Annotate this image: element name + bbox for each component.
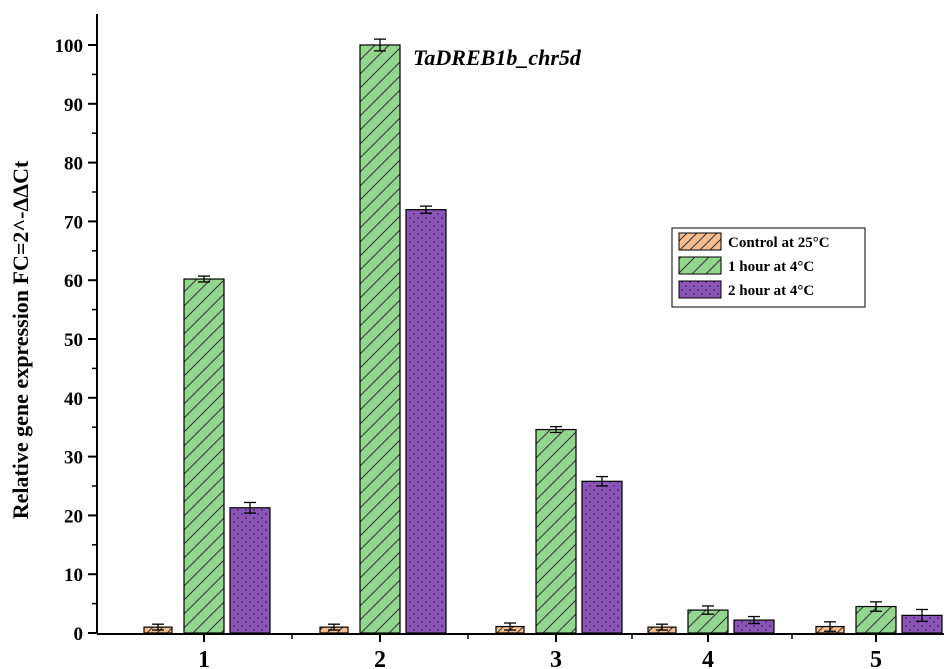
error-bars-layer (152, 38, 928, 632)
legend-swatch (678, 232, 722, 251)
legend-label: 2 hour at 4°C (728, 283, 814, 299)
bar (359, 44, 401, 634)
bar (535, 428, 577, 634)
legend-swatch (678, 256, 722, 275)
y-tick-label: 40 (64, 389, 83, 410)
y-ticks: 0 10 20 30 40 50 60 70 80 90 100 (55, 36, 97, 645)
y-tick-label: 10 (64, 565, 83, 586)
x-tick-label: 1 (198, 647, 210, 669)
bars-layer (143, 44, 943, 634)
y-tick-label: 0 (74, 624, 84, 645)
chart-title: TaDREB1b_chr5d (413, 45, 582, 70)
y-tick-label: 100 (55, 36, 84, 57)
legend-swatch (678, 280, 722, 299)
x-ticks: 1 2 3 4 5 (198, 634, 882, 669)
x-tick-label: 2 (374, 647, 386, 669)
y-tick-label: 80 (64, 154, 83, 175)
y-tick-label: 60 (64, 271, 83, 292)
y-tick-label: 50 (64, 330, 83, 351)
y-tick-label: 70 (64, 212, 83, 233)
legend-label: Control at 25°C (728, 235, 830, 251)
legend: Control at 25°C 1 hour at 4°C 2 hour at 4°… (671, 227, 866, 308)
y-axis-label: Relative gene expression FC=2^-ΔΔCt (8, 160, 33, 519)
y-tick-label: 90 (64, 95, 83, 116)
bar (581, 480, 623, 634)
x-tick-label: 3 (550, 647, 562, 669)
legend-label: 1 hour at 4°C (728, 259, 814, 275)
y-tick-label: 20 (64, 506, 83, 527)
x-tick-label: 5 (870, 647, 882, 669)
bar (229, 507, 271, 634)
bar (405, 209, 447, 634)
y-tick-label: 30 (64, 448, 83, 469)
x-tick-label: 4 (702, 647, 714, 669)
bar (183, 278, 225, 634)
